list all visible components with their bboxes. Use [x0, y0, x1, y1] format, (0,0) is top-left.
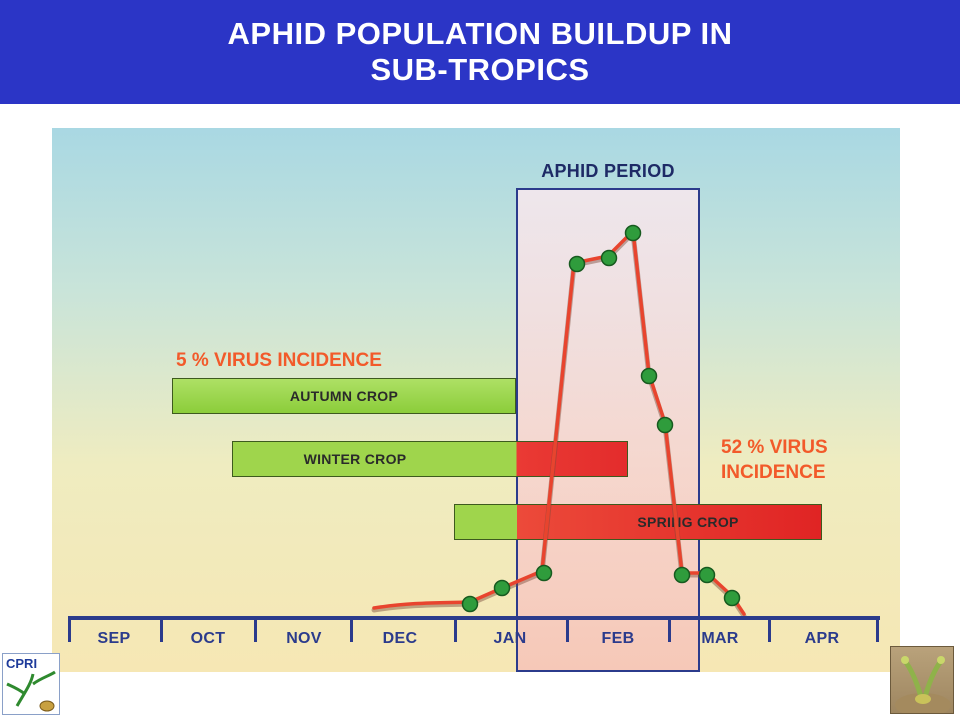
month-tick [350, 620, 353, 642]
page-title-line-2: SUB-TROPICS [370, 52, 590, 87]
virus-incidence-52-line-1: 52 % VIRUS [721, 437, 828, 458]
month-label-oct: OCT [190, 630, 226, 647]
curve-marker [640, 367, 658, 385]
spring-crop-bar: SPRING CROP [454, 504, 822, 540]
aphid-diagram: APHID PERIOD 5 % VIRUS INCIDENCE AUTUMN … [52, 128, 900, 672]
page-title-line-1: APHID POPULATION BUILDUP IN [227, 16, 733, 51]
month-label-mar: MAR [701, 630, 739, 647]
curve-marker [535, 564, 553, 582]
month-label-dec: DEC [382, 630, 418, 647]
curve-marker [673, 566, 691, 584]
month-label-nov: NOV [286, 630, 322, 647]
curve-marker [461, 595, 479, 613]
title-banner: APHID POPULATION BUILDUP IN SUB-TROPICS [0, 0, 960, 104]
curve-marker [568, 255, 586, 273]
aphid-period-label: APHID PERIOD [541, 161, 675, 181]
month-axis: SEP OCT NOV DEC JAN FEB MAR APR [68, 616, 880, 660]
month-tick [876, 620, 879, 642]
month-label-feb: FEB [601, 630, 635, 647]
potato-plant-icon [6, 670, 56, 712]
month-tick [160, 620, 163, 642]
sprout-icon [895, 656, 951, 713]
curve-marker [656, 416, 674, 434]
sprouting-tuber-photo [890, 646, 954, 714]
month-label-sep: SEP [97, 630, 131, 647]
month-tick [566, 620, 569, 642]
curve-markers [461, 224, 741, 613]
month-tick [668, 620, 671, 642]
autumn-crop-label: AUTUMN CROP [289, 388, 399, 404]
virus-incidence-52-label: 52 % VIRUS INCIDENCE [721, 435, 828, 485]
month-tick [254, 620, 257, 642]
month-tick [768, 620, 771, 642]
winter-crop-label: WINTER CROP [303, 451, 407, 467]
virus-incidence-5-label: 5 % VIRUS INCIDENCE [176, 350, 382, 371]
curve-marker [493, 579, 511, 597]
aphid-curve-line [372, 229, 746, 616]
aphid-population-curve [371, 224, 747, 619]
month-label-jan: JAN [493, 630, 527, 647]
virus-incidence-52-line-2: INCIDENCE [721, 462, 826, 483]
curve-marker [600, 249, 618, 267]
month-tick [454, 620, 457, 642]
curve-marker [624, 224, 642, 242]
cpri-logo: CPRI [2, 653, 60, 715]
month-label-apr: APR [804, 630, 840, 647]
winter-crop-bar: WINTER CROP [232, 441, 628, 477]
aphid-curve-shadow [371, 230, 747, 619]
autumn-crop-bar: AUTUMN CROP [172, 378, 516, 414]
spring-crop-label: SPRING CROP [637, 514, 739, 530]
curve-marker [723, 589, 741, 607]
curve-marker [698, 566, 716, 584]
month-tick [68, 620, 71, 642]
cpri-logo-text: CPRI [6, 656, 38, 671]
